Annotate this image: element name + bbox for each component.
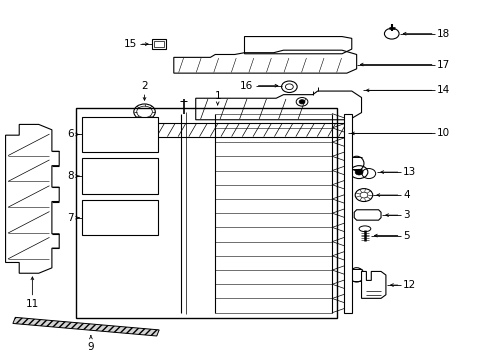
Polygon shape [13,318,159,336]
Text: 1: 1 [214,91,221,101]
Bar [154,41,163,47]
Text: 3: 3 [402,210,409,220]
Ellipse shape [299,100,305,104]
Text: 2: 2 [141,81,147,91]
Text: 8: 8 [67,171,74,181]
Polygon shape [361,271,385,298]
Text: 4: 4 [402,190,409,200]
Text: 12: 12 [402,280,415,290]
Text: 7: 7 [67,213,74,222]
Ellipse shape [354,169,362,175]
Bar [152,40,165,49]
Polygon shape [353,210,380,220]
Text: 16: 16 [240,81,253,91]
Bar [82,158,158,194]
Text: 6: 6 [67,130,74,139]
Text: 11: 11 [26,299,39,309]
Text: 10: 10 [436,129,449,138]
Text: 15: 15 [124,39,137,49]
Ellipse shape [94,172,104,180]
Text: 14: 14 [436,85,449,95]
Text: 5: 5 [402,231,409,240]
Text: 9: 9 [87,342,94,352]
Text: 18: 18 [436,29,449,39]
Text: 13: 13 [402,167,415,177]
Text: 17: 17 [436,59,449,69]
Bar [76,108,336,318]
Polygon shape [5,125,59,273]
Bar [154,123,346,137]
Bar [82,200,158,235]
Bar [344,114,351,313]
Bar [82,117,158,152]
